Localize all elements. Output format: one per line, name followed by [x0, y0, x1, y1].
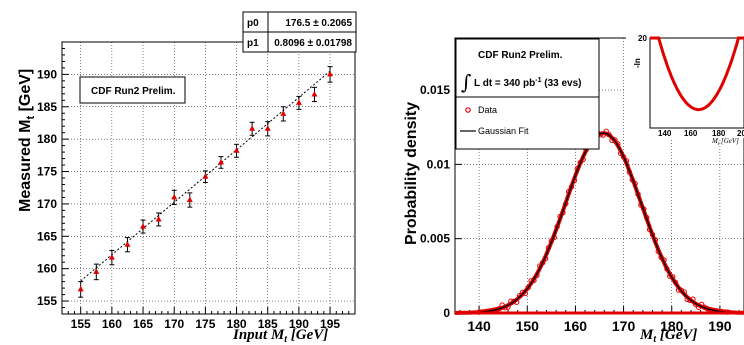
left-data-points [77, 66, 334, 298]
left-data-point [171, 193, 178, 200]
left-x-tick-label: 165 [133, 317, 153, 331]
left-y-tick-label: 165 [37, 229, 57, 243]
inset-x-tick-0: 140 [658, 129, 672, 138]
right-y-tick-label: 0.015 [420, 83, 450, 97]
right-plot: 140 150 160 170 180 190 0 0.005 0.01 0.015 Probab… [403, 28, 744, 345]
right-data-points [476, 128, 731, 315]
fit-stat-value-0: 176.5 ± 0.2065 [285, 18, 352, 29]
left-y-tick-label: 180 [37, 132, 57, 146]
left-y-tick-label: 155 [37, 294, 57, 308]
right-data-band [454, 131, 744, 315]
inset-x-tick-2: 180 [712, 129, 726, 138]
left-data-point [295, 99, 302, 105]
right-legend-box: CDF Run2 Prelim. ∫ L dt = 340 pb-1 (33 e… [455, 38, 600, 150]
left-data-point [327, 70, 334, 77]
left-x-tick-label: 175 [195, 317, 215, 331]
integral-sign: ∫ [461, 70, 471, 94]
left-data-point [93, 268, 100, 274]
right-x-tick-label: 160 [564, 318, 588, 334]
right-y-tick-label: 0.01 [427, 157, 451, 171]
gaussian-fit-curve [455, 132, 744, 314]
left-y-axis-label: Measured Mt [GeV] [17, 69, 37, 212]
left-data-point [108, 254, 115, 260]
fit-stat-name-0: p0 [247, 18, 259, 29]
right-label-text: CDF Run2 Prelim. [478, 50, 563, 61]
left-y-tick-label: 190 [37, 67, 57, 81]
left-data-point [140, 223, 147, 229]
fit-stat-name-1: p1 [247, 38, 259, 49]
legend-data-marker [465, 107, 471, 113]
right-data-point [687, 297, 693, 304]
left-y-tick-label: 160 [37, 262, 57, 276]
left-x-tick-label: 185 [258, 317, 278, 331]
left-plot: 155 160 165 170 175 180 185 190 195 155 160 165 170 1… [17, 11, 357, 345]
right-x-tick-label: 190 [708, 318, 732, 334]
right-data-point [672, 279, 679, 286]
fit-stat-value-1: 0.8096 ± 0.01798 [274, 38, 352, 49]
right-data-point [620, 154, 627, 160]
right-x-tick-label: 140 [467, 318, 491, 334]
inset-y-label: -ln [633, 58, 642, 68]
inset-y-tick: 20 [638, 34, 647, 43]
left-fit-stats-box: p0 176.5 ± 0.2065 p1 0.8096 ± 0.01798 [242, 11, 357, 53]
right-x-tick-label: 180 [660, 318, 684, 334]
left-data-point [186, 196, 193, 203]
left-x-tick-label: 180 [227, 317, 247, 331]
inset-curve [650, 36, 744, 112]
left-x-tick-label: 160 [102, 317, 122, 331]
left-x-tick-label: 155 [71, 317, 91, 331]
left-x-tick-label: 190 [289, 317, 309, 331]
right-data-point [511, 298, 517, 305]
right-y-tick-label: 0 [443, 306, 450, 320]
right-data-point [635, 191, 641, 198]
right-x-tick-label: 150 [516, 318, 540, 334]
left-data-point [77, 285, 84, 292]
left-x-tick-label: 195 [320, 317, 340, 331]
left-axis-ticks: 155 160 165 170 175 180 185 190 195 155 160 165 170 1… [37, 47, 356, 331]
legend-fit-label: Gaussian Fit [478, 126, 529, 136]
inset-x-tick-1: 160 [684, 129, 698, 138]
left-data-point [249, 125, 256, 131]
right-x-axis-label: Mt [GeV] [639, 327, 697, 345]
left-x-tick-label: 170 [164, 317, 184, 331]
left-data-point [217, 158, 224, 165]
left-data-point [280, 110, 287, 116]
inset-x-label: Mt [GeV] [711, 137, 739, 147]
right-data-point [664, 266, 670, 272]
left-data-point [124, 241, 131, 247]
inset-plot: 20 -ln 140 160 180 20 Mt [GeV] [626, 28, 744, 147]
right-y-axis-label: Probability density [403, 102, 420, 245]
right-data-point [649, 231, 656, 238]
left-data-point [233, 147, 240, 153]
legend-data-label: Data [478, 105, 497, 115]
right-data-point [539, 260, 546, 266]
left-y-tick-label: 170 [37, 197, 57, 211]
right-data-point [525, 284, 531, 291]
right-axis-ticks: 140 150 160 170 180 190 0 0.005 0.01 0.015 [420, 83, 740, 334]
right-data-point [606, 132, 612, 138]
left-label-text: CDF Run2 Prelim. [91, 86, 176, 97]
left-y-tick-label: 175 [37, 165, 57, 179]
left-y-tick-label: 185 [37, 100, 57, 114]
left-data-point [311, 90, 318, 97]
right-x-tick-label: 170 [612, 318, 636, 334]
left-label-box [79, 76, 186, 104]
left-data-point [202, 173, 209, 179]
left-x-axis-label: Input Mt [GeV] [232, 327, 328, 345]
left-data-point [264, 125, 271, 131]
right-y-tick-label: 0.005 [420, 232, 450, 246]
left-data-point [155, 215, 162, 222]
luminosity-text: L dt = 340 pb-1 (33 evs) [474, 77, 582, 89]
inset-x-tick-3: 20 [737, 129, 744, 138]
